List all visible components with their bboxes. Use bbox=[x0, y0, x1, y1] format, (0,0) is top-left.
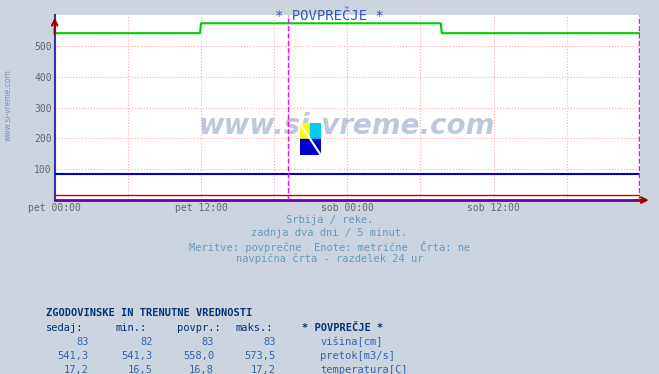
Text: sedaj:: sedaj: bbox=[46, 323, 84, 333]
Text: Srbija / reke.: Srbija / reke. bbox=[286, 215, 373, 225]
Polygon shape bbox=[300, 140, 310, 155]
Text: min.:: min.: bbox=[115, 323, 146, 333]
Polygon shape bbox=[310, 123, 321, 140]
Polygon shape bbox=[310, 140, 321, 155]
Text: zadnja dva dni / 5 minut.: zadnja dva dni / 5 minut. bbox=[251, 228, 408, 238]
Text: navpična črta - razdelek 24 ur: navpična črta - razdelek 24 ur bbox=[236, 254, 423, 264]
Text: Meritve: povprečne  Enote: metrične  Črta: ne: Meritve: povprečne Enote: metrične Črta:… bbox=[189, 241, 470, 253]
Text: povpr.:: povpr.: bbox=[177, 323, 220, 333]
Text: 83: 83 bbox=[263, 337, 275, 347]
Text: ZGODOVINSKE IN TRENUTNE VREDNOSTI: ZGODOVINSKE IN TRENUTNE VREDNOSTI bbox=[46, 308, 252, 318]
Text: 16,8: 16,8 bbox=[189, 365, 214, 374]
Text: * POVPREČJE *: * POVPREČJE * bbox=[302, 323, 383, 333]
Text: 541,3: 541,3 bbox=[58, 351, 89, 361]
Text: www.si-vreme.com: www.si-vreme.com bbox=[199, 112, 496, 140]
Text: 17,2: 17,2 bbox=[250, 365, 275, 374]
Text: 83: 83 bbox=[76, 337, 89, 347]
Text: 83: 83 bbox=[202, 337, 214, 347]
Polygon shape bbox=[300, 123, 310, 140]
Text: 573,5: 573,5 bbox=[244, 351, 275, 361]
Text: 82: 82 bbox=[140, 337, 153, 347]
Text: 558,0: 558,0 bbox=[183, 351, 214, 361]
Text: 16,5: 16,5 bbox=[128, 365, 153, 374]
Text: temperatura[C]: temperatura[C] bbox=[320, 365, 408, 374]
Text: www.si-vreme.com: www.si-vreme.com bbox=[3, 69, 13, 141]
Text: maks.:: maks.: bbox=[236, 323, 273, 333]
Text: 17,2: 17,2 bbox=[64, 365, 89, 374]
Text: višina[cm]: višina[cm] bbox=[320, 337, 383, 347]
Text: 541,3: 541,3 bbox=[122, 351, 153, 361]
Text: * POVPREČJE *: * POVPREČJE * bbox=[275, 9, 384, 23]
Text: pretok[m3/s]: pretok[m3/s] bbox=[320, 351, 395, 361]
